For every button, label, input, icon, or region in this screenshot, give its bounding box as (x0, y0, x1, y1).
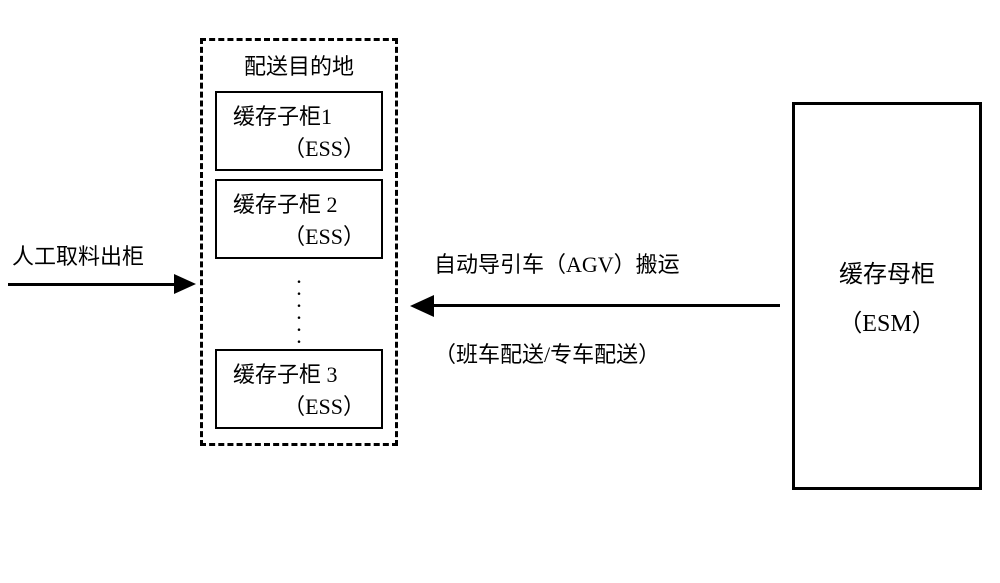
ess-box-1-line1: 缓存子柜1 (229, 99, 369, 131)
arrow-line (8, 283, 176, 286)
arrow-line (432, 304, 780, 307)
agv-label-top: 自动导引车（AGV）搬运 (434, 247, 680, 279)
agv-arrow: 自动导引车（AGV）搬运 （班车配送/专车配送） (410, 295, 780, 317)
esm-line2: （ESM） (838, 303, 935, 338)
esm-line1: 缓存母柜 (839, 254, 935, 289)
ess-box-2: 缓存子柜 2 （ESS） (215, 179, 383, 259)
ess-box-3-line2: （ESS） (229, 389, 369, 421)
ess-box-1: 缓存子柜1 （ESS） (215, 91, 383, 171)
destination-container: 配送目的地 缓存子柜1 （ESS） 缓存子柜 2 （ESS） . . . . .… (200, 38, 398, 446)
ess-box-2-line2: （ESS） (229, 219, 369, 251)
agv-label-bottom: （班车配送/专车配送） (434, 337, 660, 369)
ess-box-3-line1: 缓存子柜 3 (229, 357, 369, 389)
arrow-head (410, 295, 434, 317)
destination-title: 配送目的地 (215, 49, 383, 81)
ess-box-3: 缓存子柜 3 （ESS） (215, 349, 383, 429)
ess-box-1-line2: （ESS） (229, 131, 369, 163)
ess-box-2-line1: 缓存子柜 2 (229, 187, 369, 219)
esm-box: 缓存母柜 （ESM） (792, 102, 982, 490)
ellipsis-dots: . . . . . . (215, 267, 383, 349)
manual-pickup-label: 人工取料出柜 (12, 239, 144, 271)
manual-pickup-arrow: 人工取料出柜 (8, 275, 196, 295)
arrow-head (174, 274, 196, 294)
